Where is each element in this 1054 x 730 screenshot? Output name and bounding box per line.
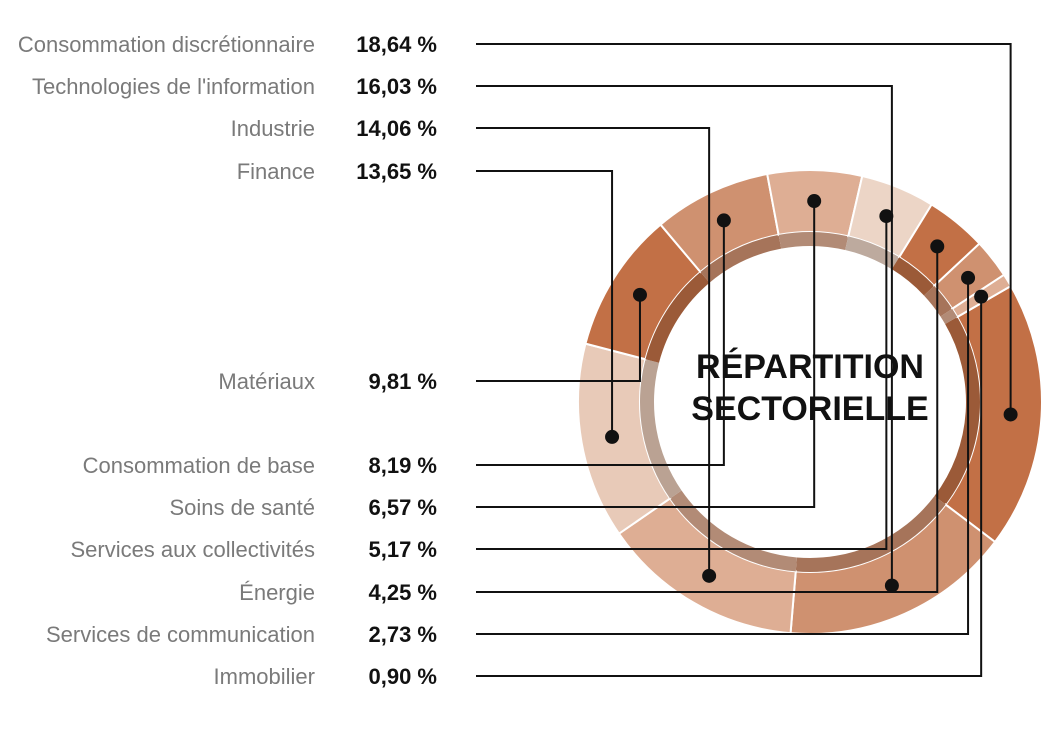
leader-lines <box>476 43 1018 677</box>
label-value-immobilier: 0,90 % <box>369 664 438 689</box>
slice-inner-band-consommation-de-base <box>700 234 782 283</box>
label-name-industrie: Industrie <box>231 116 315 141</box>
leader-dot-technologies-de-l-information <box>884 578 899 593</box>
donut-slices <box>577 169 1043 635</box>
label-value-industrie: 14,06 % <box>356 116 437 141</box>
label-name-services-aux-collectivites: Services aux collectivités <box>70 537 315 562</box>
leader-dot-immobilier <box>974 289 989 304</box>
leader-line-consommation-de-base <box>476 220 725 466</box>
label-value-consommation-de-base: 8,19 % <box>369 453 438 478</box>
leader-line-services-aux-collectivites <box>476 216 888 550</box>
label-value-consommation-discretionnaire: 18,64 % <box>356 32 437 57</box>
leader-dot-energie <box>930 239 945 254</box>
leader-line-materiaux <box>476 294 641 382</box>
label-name-consommation-de-base: Consommation de base <box>83 453 315 478</box>
leader-line-immobilier <box>476 296 983 677</box>
leader-line-services-de-communication <box>476 277 970 635</box>
slice-inner-band-energie <box>891 257 935 296</box>
label-value-services-aux-collectivites: 5,17 % <box>369 537 438 562</box>
leader-line-consommation-discretionnaire <box>476 43 1012 415</box>
label-value-soins-de-sante: 6,57 % <box>369 495 438 520</box>
label-value-finance: 13,65 % <box>356 159 437 184</box>
leader-dot-services-de-communication <box>961 270 976 285</box>
leader-dot-soins-de-sante <box>807 194 822 209</box>
leader-line-soins-de-sante <box>476 201 816 508</box>
label-value-services-de-communication: 2,73 % <box>369 622 438 647</box>
leader-dot-industrie <box>702 568 717 583</box>
label-value-energie: 4,25 % <box>369 580 438 605</box>
slice-inner-band-industrie <box>670 490 797 572</box>
chart-title-line-1: RÉPARTITION <box>696 348 924 386</box>
chart-title-line-2: SECTORIELLE <box>691 390 928 428</box>
slice-inner-band-finance <box>639 359 682 499</box>
slice-inner-band-technologies-de-l-information <box>795 496 946 572</box>
label-name-finance: Finance <box>237 159 315 184</box>
label-name-services-de-communication: Services de communication <box>46 622 315 647</box>
label-name-immobilier: Immobilier <box>214 664 315 689</box>
leader-line-technologies-de-l-information <box>476 85 893 586</box>
leader-line-energie <box>476 246 939 593</box>
leader-dot-materiaux <box>632 287 647 302</box>
label-name-technologies-de-l-information: Technologies de l'information <box>32 74 315 99</box>
leader-dot-finance <box>605 429 620 444</box>
slice-inner-band-materiaux <box>645 271 710 363</box>
label-name-soins-de-sante: Soins de santé <box>169 495 315 520</box>
label-name-consommation-discretionnaire: Consommation discrétionnaire <box>18 32 315 57</box>
label-value-materiaux: 9,81 % <box>369 369 438 394</box>
leader-dot-consommation-discretionnaire <box>1003 407 1018 422</box>
label-name-materiaux: Matériaux <box>218 369 315 394</box>
slice-labels: Consommation discrétionnaire 18,64 % Techn… <box>18 32 437 689</box>
leader-dot-services-aux-collectivites <box>879 209 894 224</box>
label-value-technologies-de-l-information: 16,03 % <box>356 74 437 99</box>
leader-line-industrie <box>476 127 711 576</box>
leader-line-finance <box>476 170 614 437</box>
leader-dot-consommation-de-base <box>716 213 731 228</box>
label-name-energie: Énergie <box>239 580 315 605</box>
slice-inner-band-immobilier <box>940 308 958 324</box>
